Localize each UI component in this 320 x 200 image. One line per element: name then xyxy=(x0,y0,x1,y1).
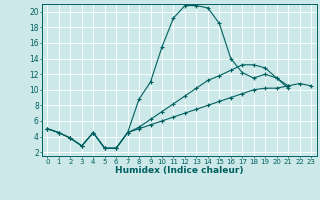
X-axis label: Humidex (Indice chaleur): Humidex (Indice chaleur) xyxy=(115,166,244,175)
